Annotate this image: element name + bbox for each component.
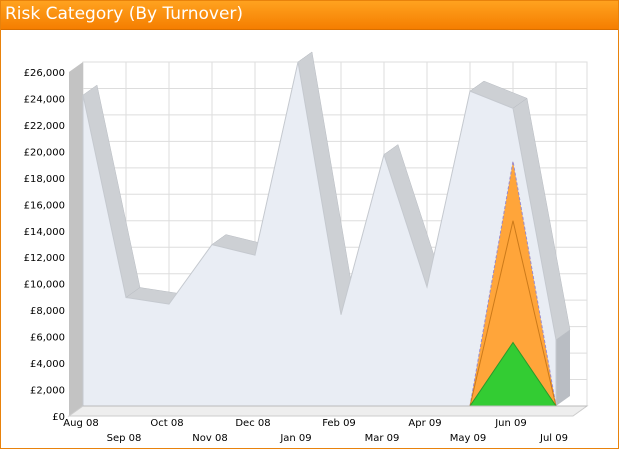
y-tick-label: £8,000 xyxy=(30,306,65,317)
x-tick-label: May 09 xyxy=(450,433,487,444)
y-tick-label: £16,000 xyxy=(24,200,65,211)
y-tick-label: £24,000 xyxy=(24,94,65,105)
y-tick-label: £26,000 xyxy=(24,68,65,79)
x-tick-label: Apr 09 xyxy=(408,418,441,429)
x-tick-label: Oct 08 xyxy=(150,418,183,429)
y-tick-label: £10,000 xyxy=(24,280,65,291)
y-tick-label: £14,000 xyxy=(24,227,65,238)
widget-title-bar: Risk Category (By Turnover) xyxy=(1,1,618,30)
y-tick-label: £2,000 xyxy=(30,386,65,397)
y-tick-label: £18,000 xyxy=(24,174,65,185)
y-tick-label: £0 xyxy=(52,412,65,423)
y-tick-label: £22,000 xyxy=(24,121,65,132)
x-tick-label: Feb 09 xyxy=(322,418,356,429)
widget-title: Risk Category (By Turnover) xyxy=(5,4,244,24)
x-tick-label: Jan 09 xyxy=(279,433,311,444)
x-tick-label: Aug 08 xyxy=(63,418,98,429)
area-series-main xyxy=(82,61,557,407)
x-tick-label: Dec 08 xyxy=(235,418,270,429)
risk-category-chart: £0 £2,000 £4,000 £6,000 £8,000 £10,000 £12,000… xyxy=(24,51,589,444)
plot-floor xyxy=(67,405,589,417)
x-tick-label: Jul 09 xyxy=(539,433,568,444)
x-tick-label: Mar 09 xyxy=(365,433,400,444)
area-3d-side-edge xyxy=(556,329,570,406)
x-tick-label: Nov 08 xyxy=(192,433,227,444)
y-tick-label: £4,000 xyxy=(30,359,65,370)
x-tick-label: Jun 09 xyxy=(494,418,527,429)
y-tick-label: £6,000 xyxy=(30,333,65,344)
y-tick-label: £20,000 xyxy=(24,147,65,158)
y-tick-label: £12,000 xyxy=(24,253,65,264)
plot-left-wall xyxy=(69,62,83,416)
x-tick-label: Sep 08 xyxy=(107,433,142,444)
